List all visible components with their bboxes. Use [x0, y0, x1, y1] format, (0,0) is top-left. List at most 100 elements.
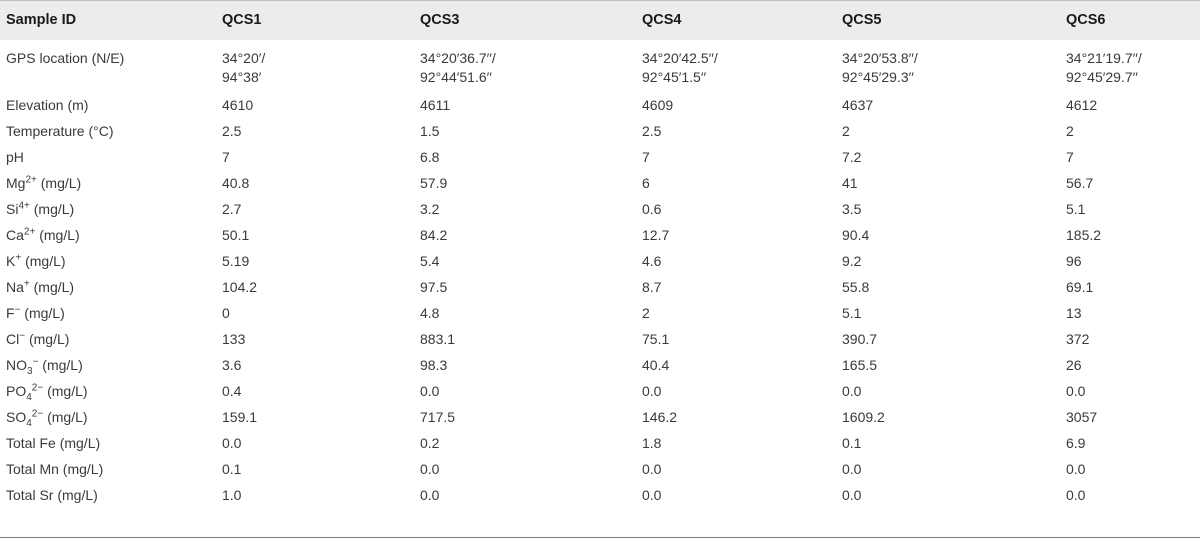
row-label-subscript: 4	[26, 417, 32, 429]
row-label: Total Fe (mg/L)	[6, 435, 101, 451]
row-label-unit: (mg/L)	[36, 175, 82, 191]
table-cell: 12.7	[642, 227, 670, 243]
row-label-unit: (mg/L)	[29, 279, 75, 295]
table-row: Si4+ (mg/L) 2.7 3.2 0.6 3.5 5.1	[0, 197, 1200, 223]
header-qcs3: QCS3	[420, 12, 460, 28]
table-cell: 104.2	[222, 279, 258, 295]
table-cell: 0.6	[642, 201, 662, 217]
table-row: Total Mn (mg/L) 0.1 0.0 0.0 0.0 0.0	[0, 457, 1200, 483]
table-cell: 40.8	[222, 175, 250, 191]
row-label-superscript: −	[32, 356, 39, 368]
table-cell: 0.0	[842, 383, 862, 399]
table-cell: 57.9	[420, 175, 448, 191]
row-label-superscript: 4+	[18, 200, 30, 212]
row-label: pH	[6, 149, 24, 165]
table-row: Total Fe (mg/L) 0.0 0.2 1.8 0.1 6.9	[0, 431, 1200, 457]
cell-line: 34°21′19.7′′/	[1066, 50, 1142, 66]
table-cell: 4612	[1066, 97, 1098, 113]
table-cell: 2.5	[642, 123, 662, 139]
table-cell: 50.1	[222, 227, 250, 243]
table-cell: 159.1	[222, 409, 258, 425]
row-label-unit: (mg/L)	[21, 253, 66, 269]
row-label-base: Si	[6, 201, 19, 217]
table-cell: 26	[1066, 357, 1082, 373]
table-row: Elevation (m) 4610 4611 4609 4637 4612	[0, 93, 1200, 119]
row-label: Mg2+ (mg/L)	[0, 171, 216, 197]
table-cell: 3.2	[420, 201, 440, 217]
row-label-base: Cl	[6, 331, 20, 347]
table-cell: 1.8	[642, 435, 662, 451]
table-cell: 34°20′36.7′′/ 92°44′51.6′′	[414, 40, 636, 93]
table-row: pH 7 6.8 7 7.2 7	[0, 145, 1200, 171]
table-cell: 7.2	[842, 149, 862, 165]
header-row: Sample ID QCS1 QCS3 QCS4 QCS5 QCS6	[0, 0, 1200, 40]
table-cell: 55.8	[842, 279, 870, 295]
table-cell: 2	[1066, 123, 1074, 139]
table-row: Cl− (mg/L) 133 883.1 75.1 390.7 372	[0, 327, 1200, 353]
table-cell: 883.1	[420, 331, 456, 347]
row-label: Total Mn (mg/L)	[6, 461, 104, 477]
row-label: F− (mg/L)	[0, 301, 216, 327]
cell-line: 92°45′29.7′′	[1066, 69, 1138, 85]
table-row: K+ (mg/L) 5.19 5.4 4.6 9.2 96	[0, 249, 1200, 275]
table-row: Na+ (mg/L) 104.2 97.5 8.7 55.8 69.1	[0, 275, 1200, 301]
row-label-subscript: 3	[27, 365, 33, 377]
table-cell: 3.5	[842, 201, 862, 217]
table-cell: 4.8	[420, 305, 440, 321]
cell-line: 34°20′36.7′′/	[420, 50, 496, 66]
header-qcs1: QCS1	[222, 12, 262, 28]
row-label: Na+ (mg/L)	[0, 275, 216, 301]
row-label-base: NO	[6, 357, 27, 373]
cell-line: 92°45′29.3′′	[842, 69, 914, 85]
row-label: NO3− (mg/L)	[0, 353, 216, 379]
row-label: SO42− (mg/L)	[0, 405, 216, 431]
row-label-unit: (mg/L)	[38, 357, 83, 373]
table-row: GPS location (N/E) 34°20′/ 94°38′ 34°20′36.…	[0, 40, 1200, 93]
table-cell: 2	[842, 123, 850, 139]
row-label-unit: (mg/L)	[20, 305, 65, 321]
table-cell: 4609	[642, 97, 674, 113]
table-row: Ca2+ (mg/L) 50.1 84.2 12.7 90.4 185.2	[0, 223, 1200, 249]
row-label: GPS location (N/E)	[6, 50, 125, 66]
row-label-unit: (mg/L)	[25, 331, 70, 347]
water-chemistry-table: Sample ID QCS1 QCS3 QCS4 QCS5 QCS6 GPS l…	[0, 0, 1200, 503]
table-cell: 0.0	[642, 461, 662, 477]
header-sample-id: Sample ID	[6, 12, 77, 28]
row-label: Temperature (°C)	[6, 123, 114, 139]
table-cell: 7	[642, 149, 650, 165]
table-row: SO42− (mg/L) 159.1 717.5 146.2 1609.2 3057	[0, 405, 1200, 431]
row-label-base: F	[6, 305, 15, 321]
row-label-superscript: 2−	[31, 408, 44, 420]
row-label-subscript: 4	[26, 391, 32, 403]
table-cell: 0.0	[420, 461, 440, 477]
row-label-superscript: 2−	[31, 382, 44, 394]
cell-line: 34°20′/	[222, 50, 266, 66]
table-cell: 133	[222, 331, 246, 347]
table-row: PO42− (mg/L) 0.4 0.0 0.0 0.0 0.0	[0, 379, 1200, 405]
table-cell: 96	[1066, 253, 1082, 269]
table-cell: 146.2	[642, 409, 678, 425]
table-cell: 13	[1066, 305, 1082, 321]
cell-line: 34°20′42.5′′/	[642, 50, 718, 66]
table-cell: 165.5	[842, 357, 878, 373]
table-cell: 5.1	[1066, 201, 1086, 217]
table-cell: 8.7	[642, 279, 662, 295]
cell-line: 92°44′51.6′′	[420, 69, 492, 85]
row-label-unit: (mg/L)	[35, 227, 80, 243]
row-label-superscript: +	[15, 252, 22, 264]
table-cell: 3057	[1066, 409, 1098, 425]
table-cell: 2.5	[222, 123, 242, 139]
table-cell: 5.4	[420, 253, 440, 269]
top-rule	[0, 0, 1200, 1]
cell-line: 92°45′1.5′′	[642, 69, 707, 85]
row-label-base: Ca	[6, 227, 24, 243]
table-cell: 6.9	[1066, 435, 1086, 451]
table-cell: 0	[222, 305, 230, 321]
row-label-base: Na	[6, 279, 24, 295]
table-cell: 69.1	[1066, 279, 1094, 295]
table-cell: 84.2	[420, 227, 448, 243]
row-label: PO42− (mg/L)	[0, 379, 216, 405]
row-label-superscript: 2+	[25, 174, 37, 186]
row-label-superscript: −	[14, 304, 21, 316]
table-cell: 34°21′19.7′′/ 92°45′29.7′′	[1060, 40, 1200, 93]
